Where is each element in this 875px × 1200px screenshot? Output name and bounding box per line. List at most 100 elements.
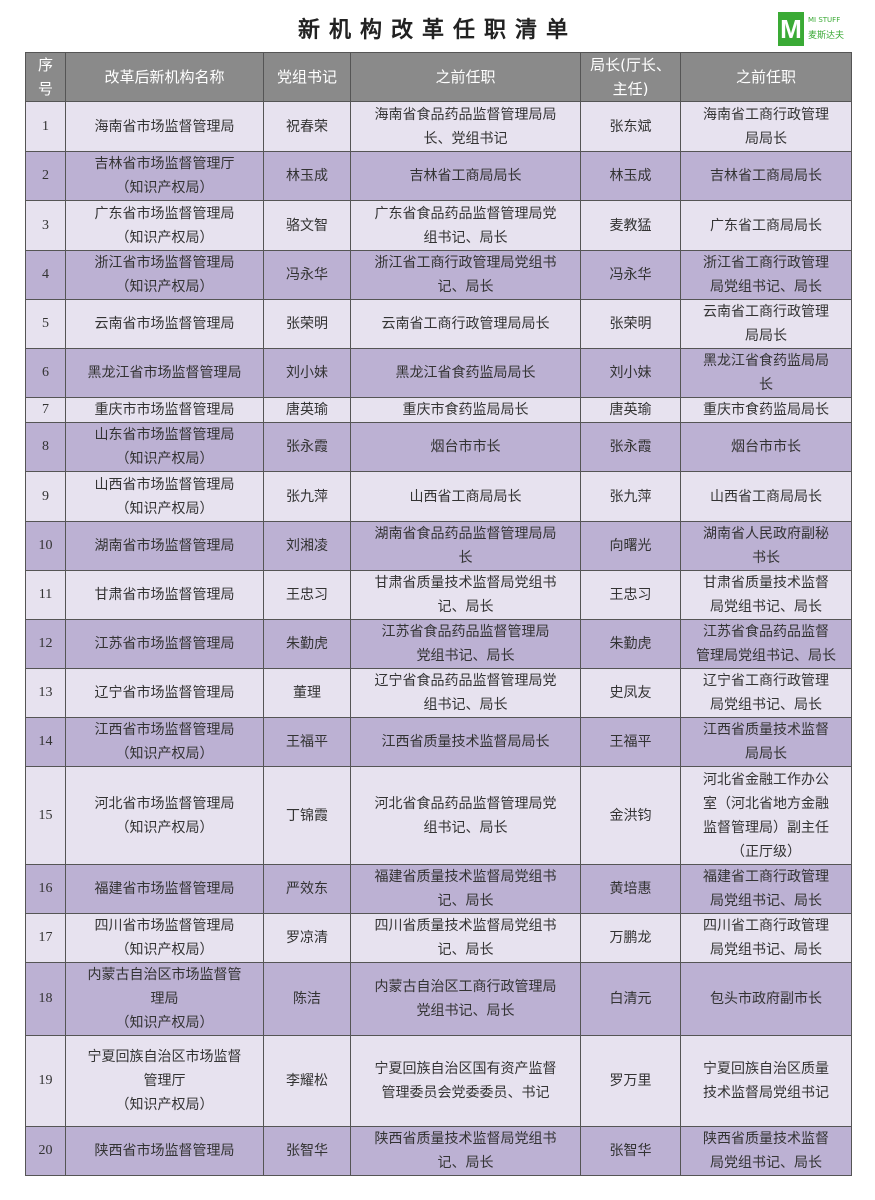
table-row: 11 甘肃省市场监督管理局 王忠习 甘肃省质量技术监督局党组书 记、局长 王忠习 甘肃省质… (25, 570, 852, 620)
cell-new-agency: 浙江省市场监督管理局 （知识产权局） (65, 250, 264, 300)
cell-index: 10 (25, 521, 66, 571)
cell-new-agency: 内蒙古自治区市场监督管 理局 （知识产权局） (65, 962, 264, 1036)
cell-party-secretary: 王忠习 (263, 570, 351, 620)
cell-previous-post: 江苏省食品药品监督管理局 党组书记、局长 (350, 619, 581, 669)
table-row: 2 吉林省市场监督管理厅 （知识产权局） 林玉成 吉林省工商局局长 林玉成 吉林省工商局局… (25, 151, 852, 201)
cell-index: 13 (25, 668, 66, 718)
cell-director: 朱勤虎 (580, 619, 681, 669)
header-previous-post: 之前任职 (350, 52, 581, 102)
cell-new-agency: 辽宁省市场监督管理局 (65, 668, 264, 718)
cell-new-agency: 福建省市场监督管理局 (65, 864, 264, 914)
cell-new-agency: 吉林省市场监督管理厅 （知识产权局） (65, 151, 264, 201)
table-row: 4 浙江省市场监督管理局 （知识产权局） 冯永华 浙江省工商行政管理局党组书 记、局长… (25, 250, 852, 300)
cell-index: 8 (25, 422, 66, 472)
cell-director-previous-post: 福建省工商行政管理 局党组书记、局长 (680, 864, 852, 914)
cell-new-agency: 山东省市场监督管理局 （知识产权局） (65, 422, 264, 472)
cell-previous-post: 江西省质量技术监督局局长 (350, 717, 581, 767)
table-row: 20 陕西省市场监督管理局 张智华 陕西省质量技术监督局党组书 记、局长 张智华 陕西省质… (25, 1126, 852, 1176)
cell-party-secretary: 罗凉清 (263, 913, 351, 963)
logo-text-cn: 麦斯达夫 (808, 31, 845, 41)
cell-new-agency: 云南省市场监督管理局 (65, 299, 264, 349)
cell-index: 18 (25, 962, 66, 1036)
cell-director: 林玉成 (580, 151, 681, 201)
cell-index: 14 (25, 717, 66, 767)
cell-party-secretary: 冯永华 (263, 250, 351, 300)
cell-new-agency: 陕西省市场监督管理局 (65, 1126, 264, 1176)
cell-new-agency: 黑龙江省市场监督管理局 (65, 348, 264, 398)
cell-index: 6 (25, 348, 66, 398)
cell-party-secretary: 祝春荣 (263, 101, 351, 152)
cell-previous-post: 山西省工商局局长 (350, 471, 581, 522)
cell-director-previous-post: 湖南省人民政府副秘 书长 (680, 521, 852, 571)
cell-party-secretary: 刘小妹 (263, 348, 351, 398)
cell-new-agency: 江西省市场监督管理局 （知识产权局） (65, 717, 264, 767)
header-director: 局长(厅长、 主任) (580, 52, 681, 102)
cell-party-secretary: 唐英瑜 (263, 397, 351, 423)
cell-new-agency: 江苏省市场监督管理局 (65, 619, 264, 669)
cell-previous-post: 浙江省工商行政管理局党组书 记、局长 (350, 250, 581, 300)
cell-new-agency: 重庆市市场监督管理局 (65, 397, 264, 423)
cell-director-previous-post: 包头市政府副市长 (680, 962, 852, 1036)
table-row: 9 山西省市场监督管理局 （知识产权局） 张九萍 山西省工商局局长 张九萍 山西省工商局局… (25, 471, 852, 522)
cell-party-secretary: 张荣明 (263, 299, 351, 349)
header-new-agency: 改革后新机构名称 (65, 52, 264, 102)
cell-previous-post: 内蒙古自治区工商行政管理局 党组书记、局长 (350, 962, 581, 1036)
table-row: 6 黑龙江省市场监督管理局 刘小妹 黑龙江省食药监局局长 刘小妹 黑龙江省食药监局局 长 (25, 348, 852, 398)
table-row: 18 内蒙古自治区市场监督管 理局 （知识产权局） 陈洁 内蒙古自治区工商行政管理局 … (25, 962, 852, 1036)
table-row: 3 广东省市场监督管理局 （知识产权局） 骆文智 广东省食品药品监督管理局党 组书记、… (25, 200, 852, 251)
cell-director-previous-post: 河北省金融工作办公 室（河北省地方金融 监督管理局）副主任 （正厅级） (680, 766, 852, 865)
cell-previous-post: 云南省工商行政管理局局长 (350, 299, 581, 349)
cell-director-previous-post: 辽宁省工商行政管理 局党组书记、局长 (680, 668, 852, 718)
cell-director: 王忠习 (580, 570, 681, 620)
table-row: 17 四川省市场监督管理局 （知识产权局） 罗凉清 四川省质量技术监督局党组书 记、局… (25, 913, 852, 963)
cell-party-secretary: 严效东 (263, 864, 351, 914)
cell-index: 2 (25, 151, 66, 201)
cell-party-secretary: 骆文智 (263, 200, 351, 251)
cell-new-agency: 甘肃省市场监督管理局 (65, 570, 264, 620)
cell-director: 金洪钧 (580, 766, 681, 865)
cell-director-previous-post: 四川省工商行政管理 局党组书记、局长 (680, 913, 852, 963)
appointment-table: 序 号改革后新机构名称 党组书记 之前任职 局长(厅长、 主任) 之前任职 1 海南省市场… (25, 52, 852, 1176)
cell-previous-post: 吉林省工商局局长 (350, 151, 581, 201)
table-row: 10 湖南省市场监督管理局 刘湘凌 湖南省食品药品监督管理局局 长向曙光 湖南省人民政府… (25, 521, 852, 571)
cell-index: 5 (25, 299, 66, 349)
cell-party-secretary: 陈洁 (263, 962, 351, 1036)
logo-mark: M (778, 12, 804, 46)
cell-party-secretary: 李耀松 (263, 1035, 351, 1127)
cell-index: 16 (25, 864, 66, 914)
cell-party-secretary: 林玉成 (263, 151, 351, 201)
cell-index: 12 (25, 619, 66, 669)
cell-new-agency: 宁夏回族自治区市场监督 管理厅 （知识产权局） (65, 1035, 264, 1127)
cell-previous-post: 黑龙江省食药监局局长 (350, 348, 581, 398)
table-row: 8 山东省市场监督管理局 （知识产权局） 张永霞 烟台市市长 张永霞 烟台市市长 (25, 422, 852, 472)
cell-previous-post: 烟台市市长 (350, 422, 581, 472)
cell-index: 7 (25, 397, 66, 423)
cell-index: 11 (25, 570, 66, 620)
table-row: 19 宁夏回族自治区市场监督 管理厅 （知识产权局） 李耀松 宁夏回族自治区国有资产监… (25, 1035, 852, 1127)
cell-director: 冯永华 (580, 250, 681, 300)
cell-index: 4 (25, 250, 66, 300)
cell-previous-post: 宁夏回族自治区国有资产监督 管理委员会党委委员、书记 (350, 1035, 581, 1127)
cell-director-previous-post: 吉林省工商局局长 (680, 151, 852, 201)
cell-party-secretary: 董理 (263, 668, 351, 718)
cell-previous-post: 广东省食品药品监督管理局党 组书记、局长 (350, 200, 581, 251)
cell-director-previous-post: 烟台市市长 (680, 422, 852, 472)
cell-previous-post: 湖南省食品药品监督管理局局 长 (350, 521, 581, 571)
cell-party-secretary: 丁锦霞 (263, 766, 351, 865)
cell-director: 张永霞 (580, 422, 681, 472)
table-row: 13 辽宁省市场监督管理局 董理 辽宁省食品药品监督管理局党 组书记、局长 史凤友 辽宁省… (25, 668, 852, 718)
cell-index: 1 (25, 101, 66, 152)
cell-director: 向曙光 (580, 521, 681, 571)
cell-party-secretary: 刘湘凌 (263, 521, 351, 571)
cell-previous-post: 河北省食品药品监督管理局党 组书记、局长 (350, 766, 581, 865)
cell-previous-post: 陕西省质量技术监督局党组书 记、局长 (350, 1126, 581, 1176)
cell-director: 张智华 (580, 1126, 681, 1176)
cell-party-secretary: 王福平 (263, 717, 351, 767)
cell-director: 史凤友 (580, 668, 681, 718)
cell-index: 19 (25, 1035, 66, 1127)
cell-party-secretary: 张永霞 (263, 422, 351, 472)
cell-previous-post: 福建省质量技术监督局党组书 记、局长 (350, 864, 581, 914)
cell-index: 9 (25, 471, 66, 522)
header-director-previous-post: 之前任职 (680, 52, 852, 102)
cell-director-previous-post: 重庆市食药监局局长 (680, 397, 852, 423)
